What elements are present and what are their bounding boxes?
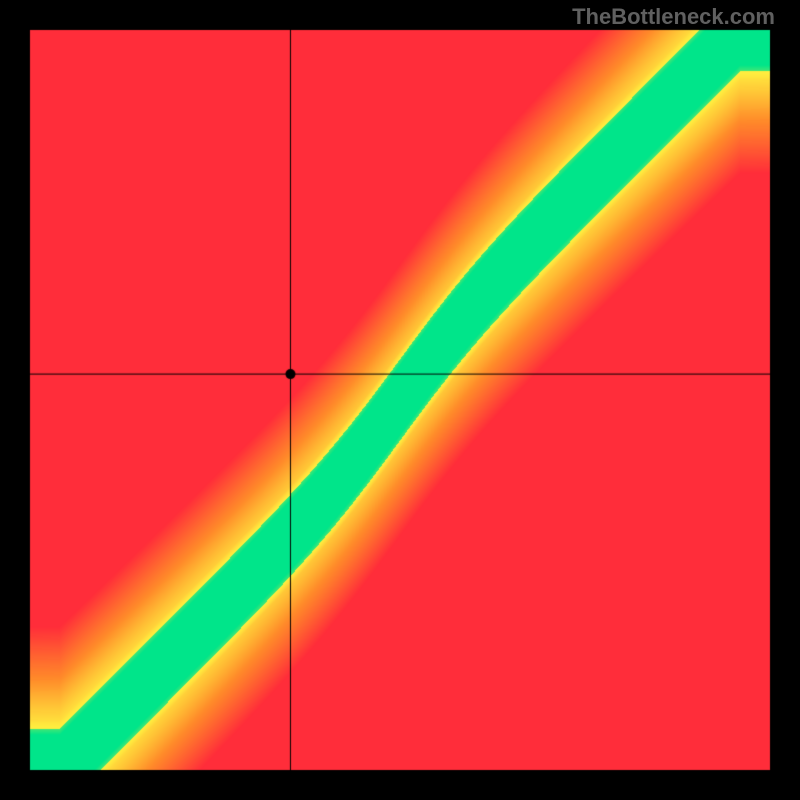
chart-container: TheBottleneck.com	[0, 0, 800, 800]
bottleneck-heatmap	[0, 0, 800, 800]
watermark-text: TheBottleneck.com	[572, 4, 775, 30]
